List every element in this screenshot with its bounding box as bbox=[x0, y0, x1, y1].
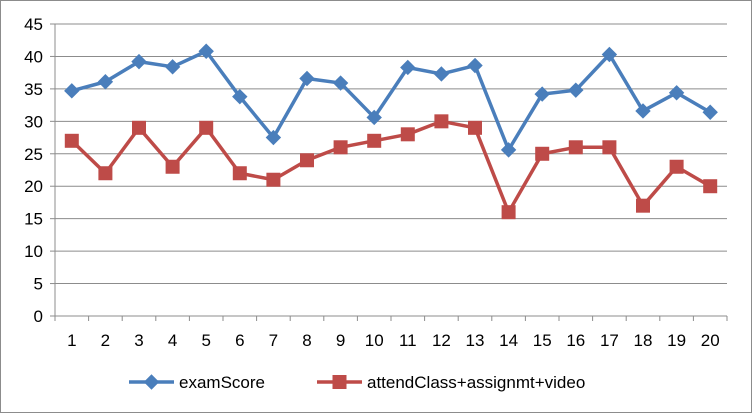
data-point bbox=[434, 67, 448, 81]
y-tick-label: 10 bbox=[24, 242, 43, 261]
data-point bbox=[166, 60, 180, 74]
y-tick-label: 25 bbox=[24, 145, 43, 164]
data-point bbox=[401, 128, 414, 141]
x-tick-label: 7 bbox=[269, 331, 278, 350]
x-tick-label: 5 bbox=[201, 331, 210, 350]
x-tick-label: 19 bbox=[667, 331, 686, 350]
x-tick-label: 1 bbox=[67, 331, 76, 350]
data-point bbox=[469, 121, 482, 134]
y-tick-label: 45 bbox=[24, 15, 43, 34]
x-tick-labels: 1 2 3 4 5 6 7 8 9 10 11 12 13 14 15 16 17 18 19 20 bbox=[67, 331, 720, 350]
x-tick-label: 12 bbox=[432, 331, 451, 350]
x-tick-label: 17 bbox=[600, 331, 619, 350]
legend-label: examScore bbox=[179, 373, 265, 392]
data-point bbox=[536, 147, 549, 160]
data-point bbox=[267, 173, 280, 186]
data-point bbox=[133, 121, 146, 134]
y-tick-label: 40 bbox=[24, 47, 43, 66]
data-point bbox=[670, 160, 683, 173]
y-tick-label: 20 bbox=[24, 177, 43, 196]
data-point bbox=[637, 199, 650, 212]
y-tick-label: 5 bbox=[34, 275, 43, 294]
series-2 bbox=[65, 115, 716, 219]
data-point bbox=[502, 206, 515, 219]
x-tick-label: 4 bbox=[168, 331, 177, 350]
data-point bbox=[704, 180, 717, 193]
x-tick-label: 20 bbox=[701, 331, 720, 350]
data-point bbox=[603, 141, 616, 154]
x-tick-label: 9 bbox=[336, 331, 345, 350]
data-point bbox=[200, 121, 213, 134]
data-point bbox=[65, 84, 79, 98]
y-tick-label: 15 bbox=[24, 210, 43, 229]
data-point bbox=[703, 105, 717, 119]
legend-swatch-marker bbox=[145, 375, 159, 389]
x-tick-label: 18 bbox=[634, 331, 653, 350]
x-tick-label: 6 bbox=[235, 331, 244, 350]
data-point bbox=[166, 160, 179, 173]
x-tick-label: 8 bbox=[302, 331, 311, 350]
data-point bbox=[468, 59, 482, 73]
data-point bbox=[233, 167, 246, 180]
legend-swatch-marker bbox=[333, 376, 346, 389]
x-tick-label: 15 bbox=[533, 331, 552, 350]
x-tick-label: 3 bbox=[134, 331, 143, 350]
x-tick-label: 16 bbox=[566, 331, 585, 350]
data-point bbox=[368, 134, 381, 147]
x-tick-label: 13 bbox=[466, 331, 485, 350]
data-point bbox=[334, 141, 347, 154]
y-tick-label: 0 bbox=[34, 307, 43, 326]
series-1 bbox=[65, 44, 717, 157]
legend-entry: attendClass+assignmt+video bbox=[317, 373, 585, 392]
data-point bbox=[65, 134, 78, 147]
data-point bbox=[301, 154, 314, 167]
x-tick-label: 11 bbox=[399, 331, 417, 350]
x-tick-label: 2 bbox=[101, 331, 110, 350]
legend-entry: examScore bbox=[129, 373, 265, 392]
y-tick-label: 35 bbox=[24, 80, 43, 99]
data-point bbox=[99, 167, 112, 180]
legend-label: attendClass+assignmt+video bbox=[367, 373, 585, 392]
legend: examScore attendClass+assignmt+video bbox=[129, 373, 585, 392]
data-point bbox=[435, 115, 448, 128]
data-point bbox=[670, 86, 684, 100]
y-tick-labels: 0 5 10 15 20 25 30 35 40 45 bbox=[24, 15, 43, 326]
series bbox=[65, 44, 717, 218]
x-tick-label: 14 bbox=[499, 331, 518, 350]
x-tick-label: 10 bbox=[365, 331, 384, 350]
y-tick-label: 30 bbox=[24, 112, 43, 131]
data-point bbox=[300, 72, 314, 86]
data-point bbox=[569, 141, 582, 154]
